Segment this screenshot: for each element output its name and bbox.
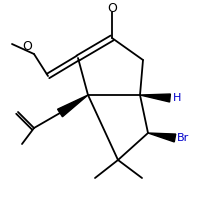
Polygon shape xyxy=(139,94,170,102)
Text: O: O xyxy=(22,40,32,52)
Text: O: O xyxy=(106,1,116,14)
Text: Br: Br xyxy=(176,133,188,143)
Polygon shape xyxy=(147,133,175,142)
Polygon shape xyxy=(57,95,88,117)
Text: H: H xyxy=(172,93,181,103)
